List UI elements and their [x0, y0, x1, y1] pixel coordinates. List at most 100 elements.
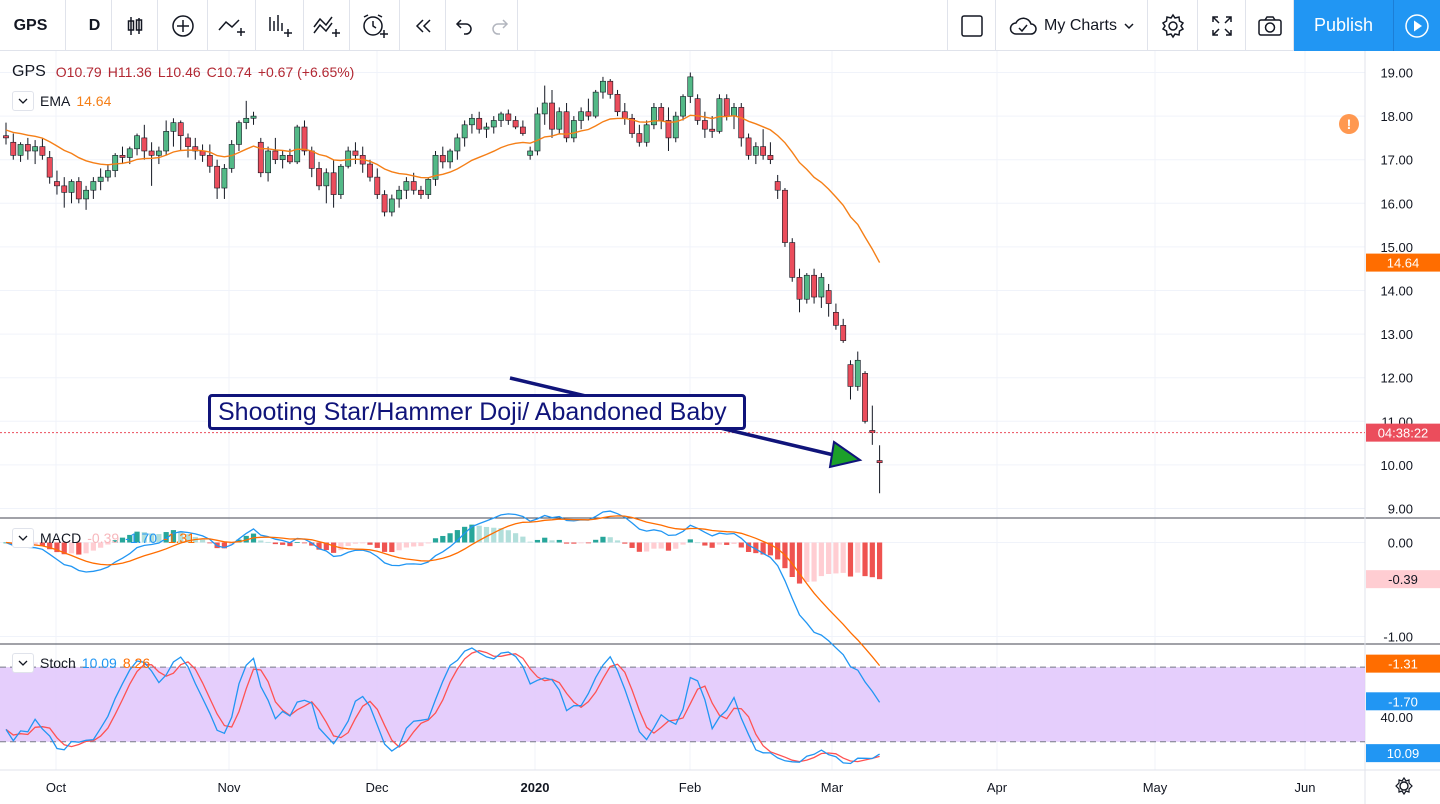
templates-button[interactable] — [256, 0, 304, 51]
compare-button[interactable] — [208, 0, 256, 51]
candle-body — [126, 148, 133, 158]
fullscreen-icon — [1211, 15, 1232, 36]
candle-body — [760, 146, 767, 156]
layout-button[interactable] — [948, 0, 996, 51]
price-axis-label: 15.00 — [1380, 240, 1413, 255]
chevron-down-icon — [18, 98, 28, 104]
macd-histogram-bar — [665, 542, 672, 551]
macd-histogram-bar — [141, 532, 147, 543]
candle-body — [68, 181, 75, 193]
warning-icon[interactable]: ! — [1339, 114, 1359, 134]
candle-body — [701, 120, 708, 130]
candle-body — [549, 102, 555, 130]
macd-histogram-bar — [847, 542, 854, 577]
candle-body — [112, 155, 119, 171]
candle-body — [410, 181, 417, 191]
candle-body — [731, 107, 737, 117]
bar-style-button[interactable] — [112, 0, 158, 51]
candle-body — [396, 189, 403, 200]
macd-histogram-bar — [644, 542, 650, 552]
pattern-annotation[interactable]: Shooting Star/Hammer Doji/ Abandoned Bab… — [208, 394, 746, 430]
stoch-legend: Stoch 10.09 8.26 — [12, 653, 150, 673]
candle-body — [272, 150, 279, 160]
candle-body — [367, 163, 373, 178]
macd-histogram-bar — [796, 542, 803, 584]
candle-body — [381, 194, 388, 213]
candle-body — [163, 131, 170, 152]
alert-button[interactable] — [350, 0, 400, 51]
macd-histogram-bar — [738, 542, 744, 548]
stoch-d-value: 8.26 — [122, 655, 151, 671]
candle-body — [337, 165, 344, 195]
candle-body — [330, 172, 337, 195]
undo-button[interactable] — [446, 0, 482, 51]
cloud-icon — [1009, 17, 1037, 35]
stoch-k-value: 10.09 — [81, 655, 117, 671]
candle-body — [345, 150, 352, 167]
candle-body — [316, 168, 322, 187]
settings-icon — [1161, 13, 1184, 38]
candle-body — [680, 96, 686, 117]
collapse-macd-button[interactable] — [12, 528, 34, 548]
redo-icon — [491, 18, 508, 35]
candle-body — [403, 181, 410, 191]
my-charts-button[interactable]: My Charts — [996, 0, 1148, 51]
macd-histogram-bar — [418, 542, 424, 547]
layout-icon — [960, 14, 983, 37]
symbol-search-button[interactable]: GPS — [0, 0, 66, 51]
candle-body — [469, 117, 475, 126]
interval-button[interactable]: D — [66, 0, 112, 51]
macd-histogram-bar — [614, 540, 621, 543]
ema-line — [5, 114, 881, 263]
collapse-stoch-button[interactable] — [12, 653, 34, 673]
macd-histogram-bar — [316, 542, 322, 550]
macd-histogram-bar — [651, 542, 657, 549]
legend-open: O10.79 — [55, 64, 102, 80]
candle-body — [90, 181, 97, 191]
macd-histogram-bar — [309, 542, 315, 546]
collapse-ema-button[interactable] — [12, 91, 34, 111]
macd-histogram-bar — [338, 542, 344, 551]
ema-value: 14.64 — [76, 93, 112, 109]
alert-icon — [362, 13, 388, 38]
candle-body — [54, 181, 60, 187]
price-axis-label: 17.00 — [1380, 153, 1413, 168]
gear-outline — [1395, 776, 1413, 796]
macd-histogram-bar — [68, 542, 75, 554]
candle-body — [811, 274, 817, 298]
time-axis-label: Mar — [821, 780, 844, 795]
macd-histogram-bar — [156, 534, 162, 543]
replay-button[interactable] — [400, 0, 446, 51]
candle-body — [534, 113, 541, 152]
candle-body — [185, 137, 191, 147]
redo-button[interactable] — [482, 0, 518, 51]
legend-low: L10.46 — [157, 64, 201, 80]
chart-area[interactable]: Oct Nov Dec 2020 Feb Mar Apr May Jun 19.00 18.00 17… — [0, 51, 1440, 804]
macd-histogram-bar — [331, 542, 337, 553]
macd-value: -1.70 — [125, 530, 158, 546]
candle-body — [432, 155, 439, 180]
replay-icon — [415, 18, 431, 33]
settings-button[interactable] — [1148, 0, 1198, 51]
chevron-down-icon — [1124, 22, 1134, 29]
candle-body — [250, 115, 257, 119]
snapshot-button[interactable] — [1246, 0, 1294, 51]
macd-histogram-bar — [149, 533, 155, 543]
fullscreen-button[interactable] — [1198, 0, 1246, 51]
chart-canvas[interactable]: Oct Nov Dec 2020 Feb Mar Apr May Jun 19.00 18.00 17… — [0, 51, 1440, 804]
add-indicator-button[interactable] — [158, 0, 208, 51]
ema-legend: EMA 14.64 — [12, 91, 111, 111]
play-button[interactable] — [1394, 0, 1440, 51]
stoch-axis-label: 40.00 — [1380, 710, 1413, 725]
candle-body — [796, 277, 803, 300]
macd-histogram-bar — [411, 542, 417, 547]
compare-icon — [217, 18, 245, 36]
candle-body — [527, 150, 534, 156]
indicators-button[interactable] — [304, 0, 350, 51]
candle-body — [570, 120, 577, 139]
publish-button[interactable]: Publish — [1294, 0, 1394, 51]
candle-body — [621, 111, 628, 119]
macd-histogram-bar — [680, 542, 686, 545]
stoch-k-line — [5, 647, 880, 765]
candle-body — [257, 141, 264, 174]
